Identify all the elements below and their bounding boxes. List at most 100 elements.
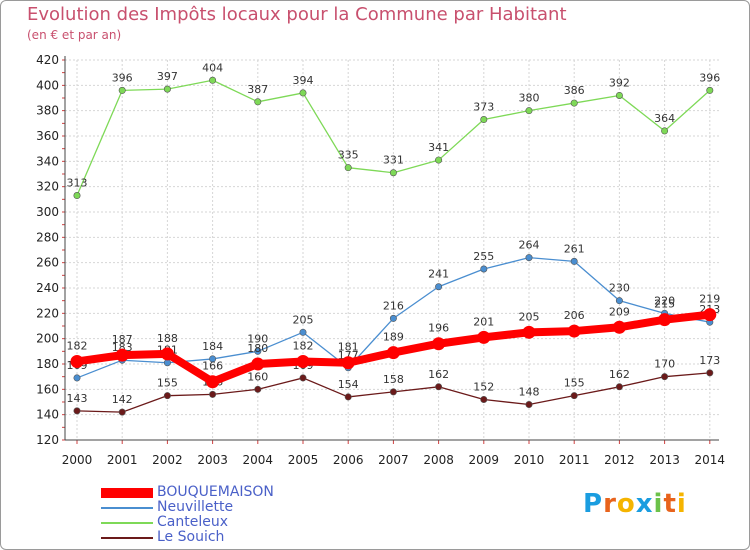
- logo-letter: x: [635, 489, 654, 519]
- y-tick-label: 360: [36, 129, 59, 143]
- data-label-neuvillette: 220: [654, 294, 675, 307]
- data-point-neuvillette: [525, 254, 533, 262]
- data-point-canteleux: [570, 99, 578, 107]
- chart-subtitle: (en € et par an): [27, 28, 122, 42]
- data-label-canteleux: 387: [247, 83, 268, 96]
- data-label-le-souich: 162: [428, 368, 449, 381]
- x-tick-label: 2011: [559, 453, 590, 467]
- data-point-canteleux: [615, 91, 623, 99]
- legend-item: BOUQUEMAISON: [101, 484, 361, 500]
- data-label-canteleux: 335: [338, 149, 359, 162]
- x-tick-label: 2003: [197, 453, 228, 467]
- data-point-bouquemaison: [251, 357, 265, 371]
- data-point-le-souich: [525, 401, 533, 409]
- data-label-neuvillette: 184: [202, 340, 223, 353]
- data-point-le-souich: [389, 388, 397, 396]
- data-label-neuvillette: 190: [247, 332, 268, 345]
- data-point-le-souich: [615, 383, 623, 391]
- data-label-bouquemaison: 188: [157, 332, 178, 345]
- data-label-neuvillette: 264: [519, 239, 540, 252]
- data-point-neuvillette: [299, 328, 307, 336]
- x-tick-label: 2008: [423, 453, 454, 467]
- data-point-neuvillette: [163, 359, 171, 367]
- legend-label: Le Souich: [157, 529, 225, 545]
- data-label-bouquemaison: 205: [519, 310, 540, 323]
- data-point-canteleux: [209, 76, 217, 84]
- data-point-le-souich: [209, 390, 217, 398]
- data-label-neuvillette: 205: [293, 313, 314, 326]
- data-label-le-souich: 158: [383, 373, 404, 386]
- data-point-neuvillette: [480, 265, 488, 273]
- data-label-canteleux: 404: [202, 61, 223, 74]
- data-label-le-souich: 170: [654, 358, 675, 371]
- data-point-le-souich: [480, 395, 488, 403]
- logo-letter: o: [616, 489, 636, 519]
- data-label-le-souich: 152: [473, 380, 494, 393]
- data-label-le-souich: 173: [699, 354, 720, 367]
- legend-label: BOUQUEMAISON: [157, 484, 274, 500]
- data-point-canteleux: [525, 107, 533, 115]
- data-label-canteleux: 397: [157, 70, 178, 83]
- data-label-canteleux: 394: [293, 74, 314, 87]
- x-tick-label: 2002: [152, 453, 183, 467]
- data-label-canteleux: 341: [428, 141, 449, 154]
- data-point-canteleux: [661, 127, 669, 135]
- data-label-bouquemaison: 209: [609, 305, 630, 318]
- data-label-canteleux: 396: [699, 71, 720, 84]
- y-tick-label: 300: [36, 205, 59, 219]
- data-point-le-souich: [435, 383, 443, 391]
- data-point-bouquemaison: [432, 337, 446, 351]
- data-point-canteleux: [389, 169, 397, 177]
- x-tick-label: 2009: [469, 453, 500, 467]
- data-label-neuvillette: 261: [564, 242, 585, 255]
- data-point-le-souich: [118, 408, 126, 416]
- y-tick-label: 320: [36, 180, 59, 194]
- data-point-canteleux: [254, 98, 262, 106]
- data-point-le-souich: [299, 374, 307, 382]
- data-label-canteleux: 380: [519, 92, 540, 105]
- data-point-canteleux: [344, 164, 352, 172]
- y-tick-label: 160: [36, 382, 59, 396]
- x-tick-label: 2001: [107, 453, 138, 467]
- data-label-neuvillette: 255: [473, 250, 494, 263]
- data-label-neuvillette: 183: [112, 341, 133, 354]
- x-tick-label: 2014: [695, 453, 726, 467]
- data-label-bouquemaison: 182: [67, 339, 88, 352]
- proxiti-logo: Proxiti: [583, 489, 687, 519]
- data-point-canteleux: [118, 86, 126, 94]
- data-point-canteleux: [480, 116, 488, 124]
- x-tick-label: 2004: [243, 453, 274, 467]
- data-label-bouquemaison: 206: [564, 309, 585, 322]
- data-label-bouquemaison: 201: [473, 315, 494, 328]
- data-point-bouquemaison: [206, 375, 220, 389]
- legend-item: Neuvillette: [101, 499, 361, 515]
- x-tick-label: 2012: [604, 453, 635, 467]
- data-point-le-souich: [344, 393, 352, 401]
- data-point-canteleux: [706, 86, 714, 94]
- data-label-canteleux: 331: [383, 154, 404, 167]
- data-label-bouquemaison: 215: [654, 298, 675, 311]
- data-label-bouquemaison: 166: [202, 360, 223, 373]
- data-label-le-souich: 143: [67, 392, 88, 405]
- data-point-neuvillette: [73, 374, 81, 382]
- logo-letter: t: [663, 489, 677, 519]
- logo-letter: P: [583, 489, 604, 519]
- data-label-canteleux: 396: [112, 71, 133, 84]
- data-point-le-souich: [661, 373, 669, 381]
- data-label-le-souich: 154: [338, 378, 359, 391]
- data-point-canteleux: [435, 156, 443, 164]
- x-tick-label: 2005: [288, 453, 319, 467]
- data-label-neuvillette: 216: [383, 299, 404, 312]
- data-point-neuvillette: [254, 347, 262, 355]
- data-point-bouquemaison: [386, 346, 400, 360]
- data-point-bouquemaison: [522, 325, 536, 339]
- legend-label: Neuvillette: [157, 499, 234, 515]
- data-point-le-souich: [570, 392, 578, 400]
- data-point-bouquemaison: [658, 313, 672, 327]
- data-point-canteleux: [299, 89, 307, 97]
- data-label-le-souich: 142: [112, 393, 133, 406]
- data-label-le-souich: 160: [247, 370, 268, 383]
- y-tick-label: 140: [36, 408, 59, 422]
